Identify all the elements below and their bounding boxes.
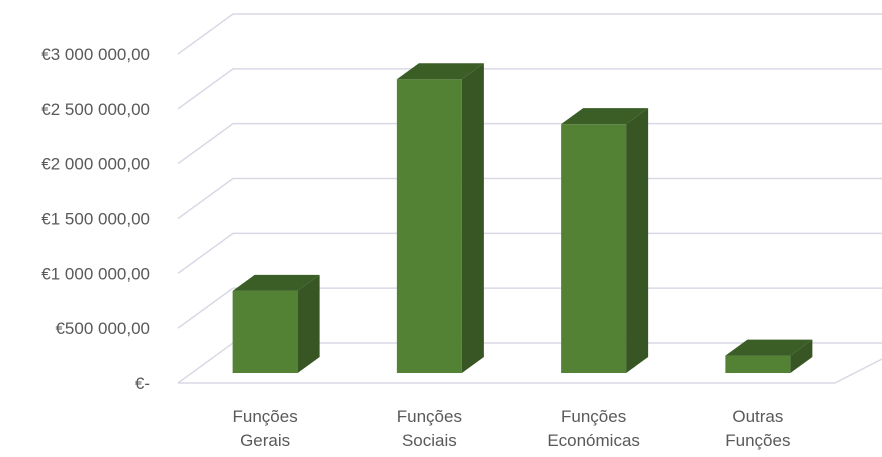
x-category-label: Funções Sociais [397, 407, 462, 450]
gridline [177, 13, 882, 55]
gridline [177, 287, 882, 329]
y-tick-label: €1 000 000,00 [41, 264, 150, 283]
gridline [177, 177, 882, 220]
x-category-label: Funções Gerais [233, 407, 298, 450]
x-category-label: Outras Funções [725, 407, 790, 450]
y-tick-label: €- [135, 374, 150, 393]
bar [725, 339, 813, 373]
bars [232, 63, 813, 374]
y-axis-tick-labels: €- €500 000,00 €1 000 000,00 €1 500 000,00 €… [41, 45, 150, 393]
x-category-label: Funções Económicas [547, 407, 640, 450]
bar [396, 63, 484, 374]
y-tick-label: €2 000 000,00 [41, 155, 150, 174]
y-tick-label: €3 000 000,00 [41, 45, 150, 64]
y-tick-label: €500 000,00 [55, 319, 150, 338]
bar [561, 108, 649, 373]
x-axis-category-labels: Funções Gerais Funções Sociais Funções Económ… [233, 407, 791, 450]
gridline [177, 68, 882, 110]
gridline [177, 122, 882, 165]
y-tick-label: €2 500 000,00 [41, 100, 150, 119]
y-tick-label: €1 500 000,00 [41, 210, 150, 229]
gridline [177, 232, 882, 274]
bar [232, 274, 320, 373]
gridlines [177, 13, 882, 384]
